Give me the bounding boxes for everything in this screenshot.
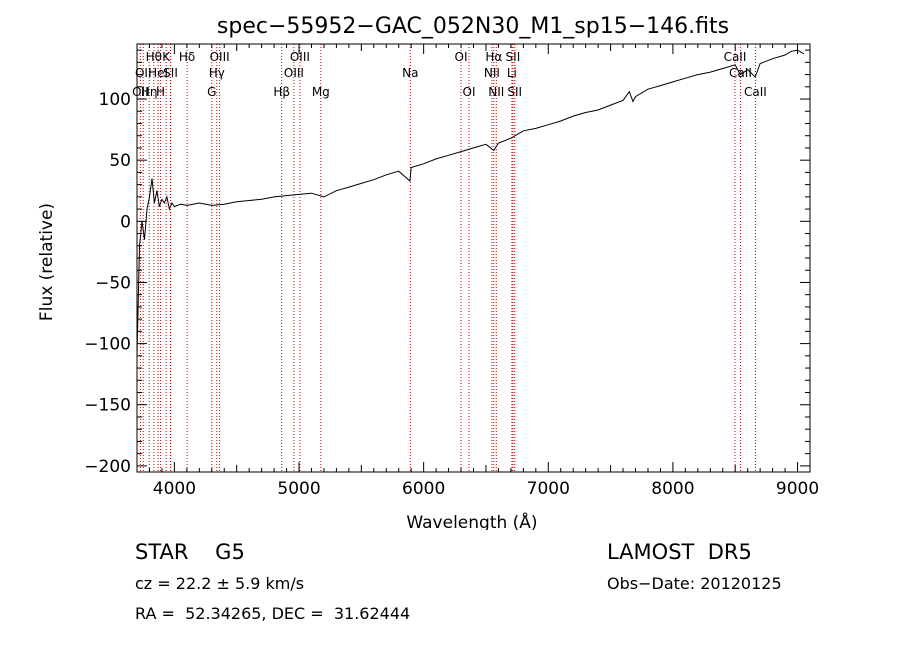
chart-title: spec−55952−GAC_052N30_M1_sp15−146.fits xyxy=(217,14,729,39)
spectral-line-label: OII xyxy=(132,85,149,99)
x-axis-label: Wavelength (Å) xyxy=(406,511,537,530)
spectral-line-label: SII xyxy=(163,66,178,80)
y-tick-label: 50 xyxy=(109,151,131,171)
spectral-line-label: OIII xyxy=(284,66,304,80)
spectral-line-label: SII xyxy=(507,85,522,99)
spectral-line-label: K xyxy=(162,50,171,64)
spectral-line-label: Hδ xyxy=(179,50,195,64)
x-tick-label: 7000 xyxy=(527,479,570,499)
y-tick-label: −200 xyxy=(84,457,131,477)
coordinates: RA = 52.34265, DEC = 31.62444 xyxy=(135,604,411,623)
y-tick-label: 100 xyxy=(99,90,131,110)
spectrum-chart: spec−55952−GAC_052N30_M1_sp15−146.fits W… xyxy=(37,14,819,530)
observation-date: Obs−Date: 20120125 xyxy=(607,574,782,593)
spectral-line-markers xyxy=(139,44,756,472)
spectral-line-labels: OIIOIIHηHθHeIHKSIIHδGHγOIIIHβOIIIOIIIMgN… xyxy=(132,50,767,99)
y-axis-label: Flux (relative) xyxy=(37,203,57,321)
spectral-line-label: CaII xyxy=(744,85,767,99)
axis-tick-labels: 4000 5000 6000 7000 8000 9000 −200 −150 −100 −50 0… xyxy=(84,90,819,499)
spectral-line-label: CaII xyxy=(724,50,747,64)
spectral-line-label: CaII xyxy=(729,66,752,80)
spectral-line-label: OI xyxy=(455,50,468,64)
object-class: STAR G5 xyxy=(135,540,245,564)
plot-frame xyxy=(136,43,811,473)
spectral-line-label: Hα xyxy=(485,50,502,64)
spectral-line-label: G xyxy=(207,85,216,99)
spectral-line-label: SII xyxy=(506,50,521,64)
spectral-line-label: OI xyxy=(463,85,476,99)
spectral-line-label: OII xyxy=(135,66,152,80)
x-tick-label: 4000 xyxy=(153,479,196,499)
spectral-line-label: OIII xyxy=(210,50,230,64)
x-tick-label: 9000 xyxy=(776,479,819,499)
x-tick-label: 8000 xyxy=(651,479,694,499)
y-tick-label: −50 xyxy=(95,273,131,293)
spectral-line-label: Li xyxy=(507,66,517,80)
axis-ticks xyxy=(136,44,811,472)
spectrum-series xyxy=(136,49,805,356)
spectral-line-label: Hη xyxy=(141,85,158,99)
spectral-line-label: Mg xyxy=(312,85,330,99)
y-tick-label: −150 xyxy=(84,396,131,416)
spectral-line-label: NII xyxy=(488,85,504,99)
spectral-line-label: H xyxy=(156,85,165,99)
spectral-line-label: Hγ xyxy=(209,66,225,80)
spectral-line-label: HeI xyxy=(148,66,168,80)
spectral-line-label: Hθ xyxy=(146,50,162,64)
spectral-line-label: OIII xyxy=(290,50,310,64)
y-tick-label: 0 xyxy=(120,212,131,232)
redshift-velocity: cz = 22.2 ± 5.9 km/s xyxy=(135,574,305,593)
spectral-line-label: NII xyxy=(484,66,500,80)
survey-name: LAMOST DR5 xyxy=(607,540,752,564)
x-tick-label: 5000 xyxy=(277,479,320,499)
spectral-line-label: Na xyxy=(402,66,418,80)
x-tick-label: 6000 xyxy=(402,479,445,499)
y-tick-label: −100 xyxy=(84,335,131,355)
spectral-line-label: Hβ xyxy=(273,85,290,99)
